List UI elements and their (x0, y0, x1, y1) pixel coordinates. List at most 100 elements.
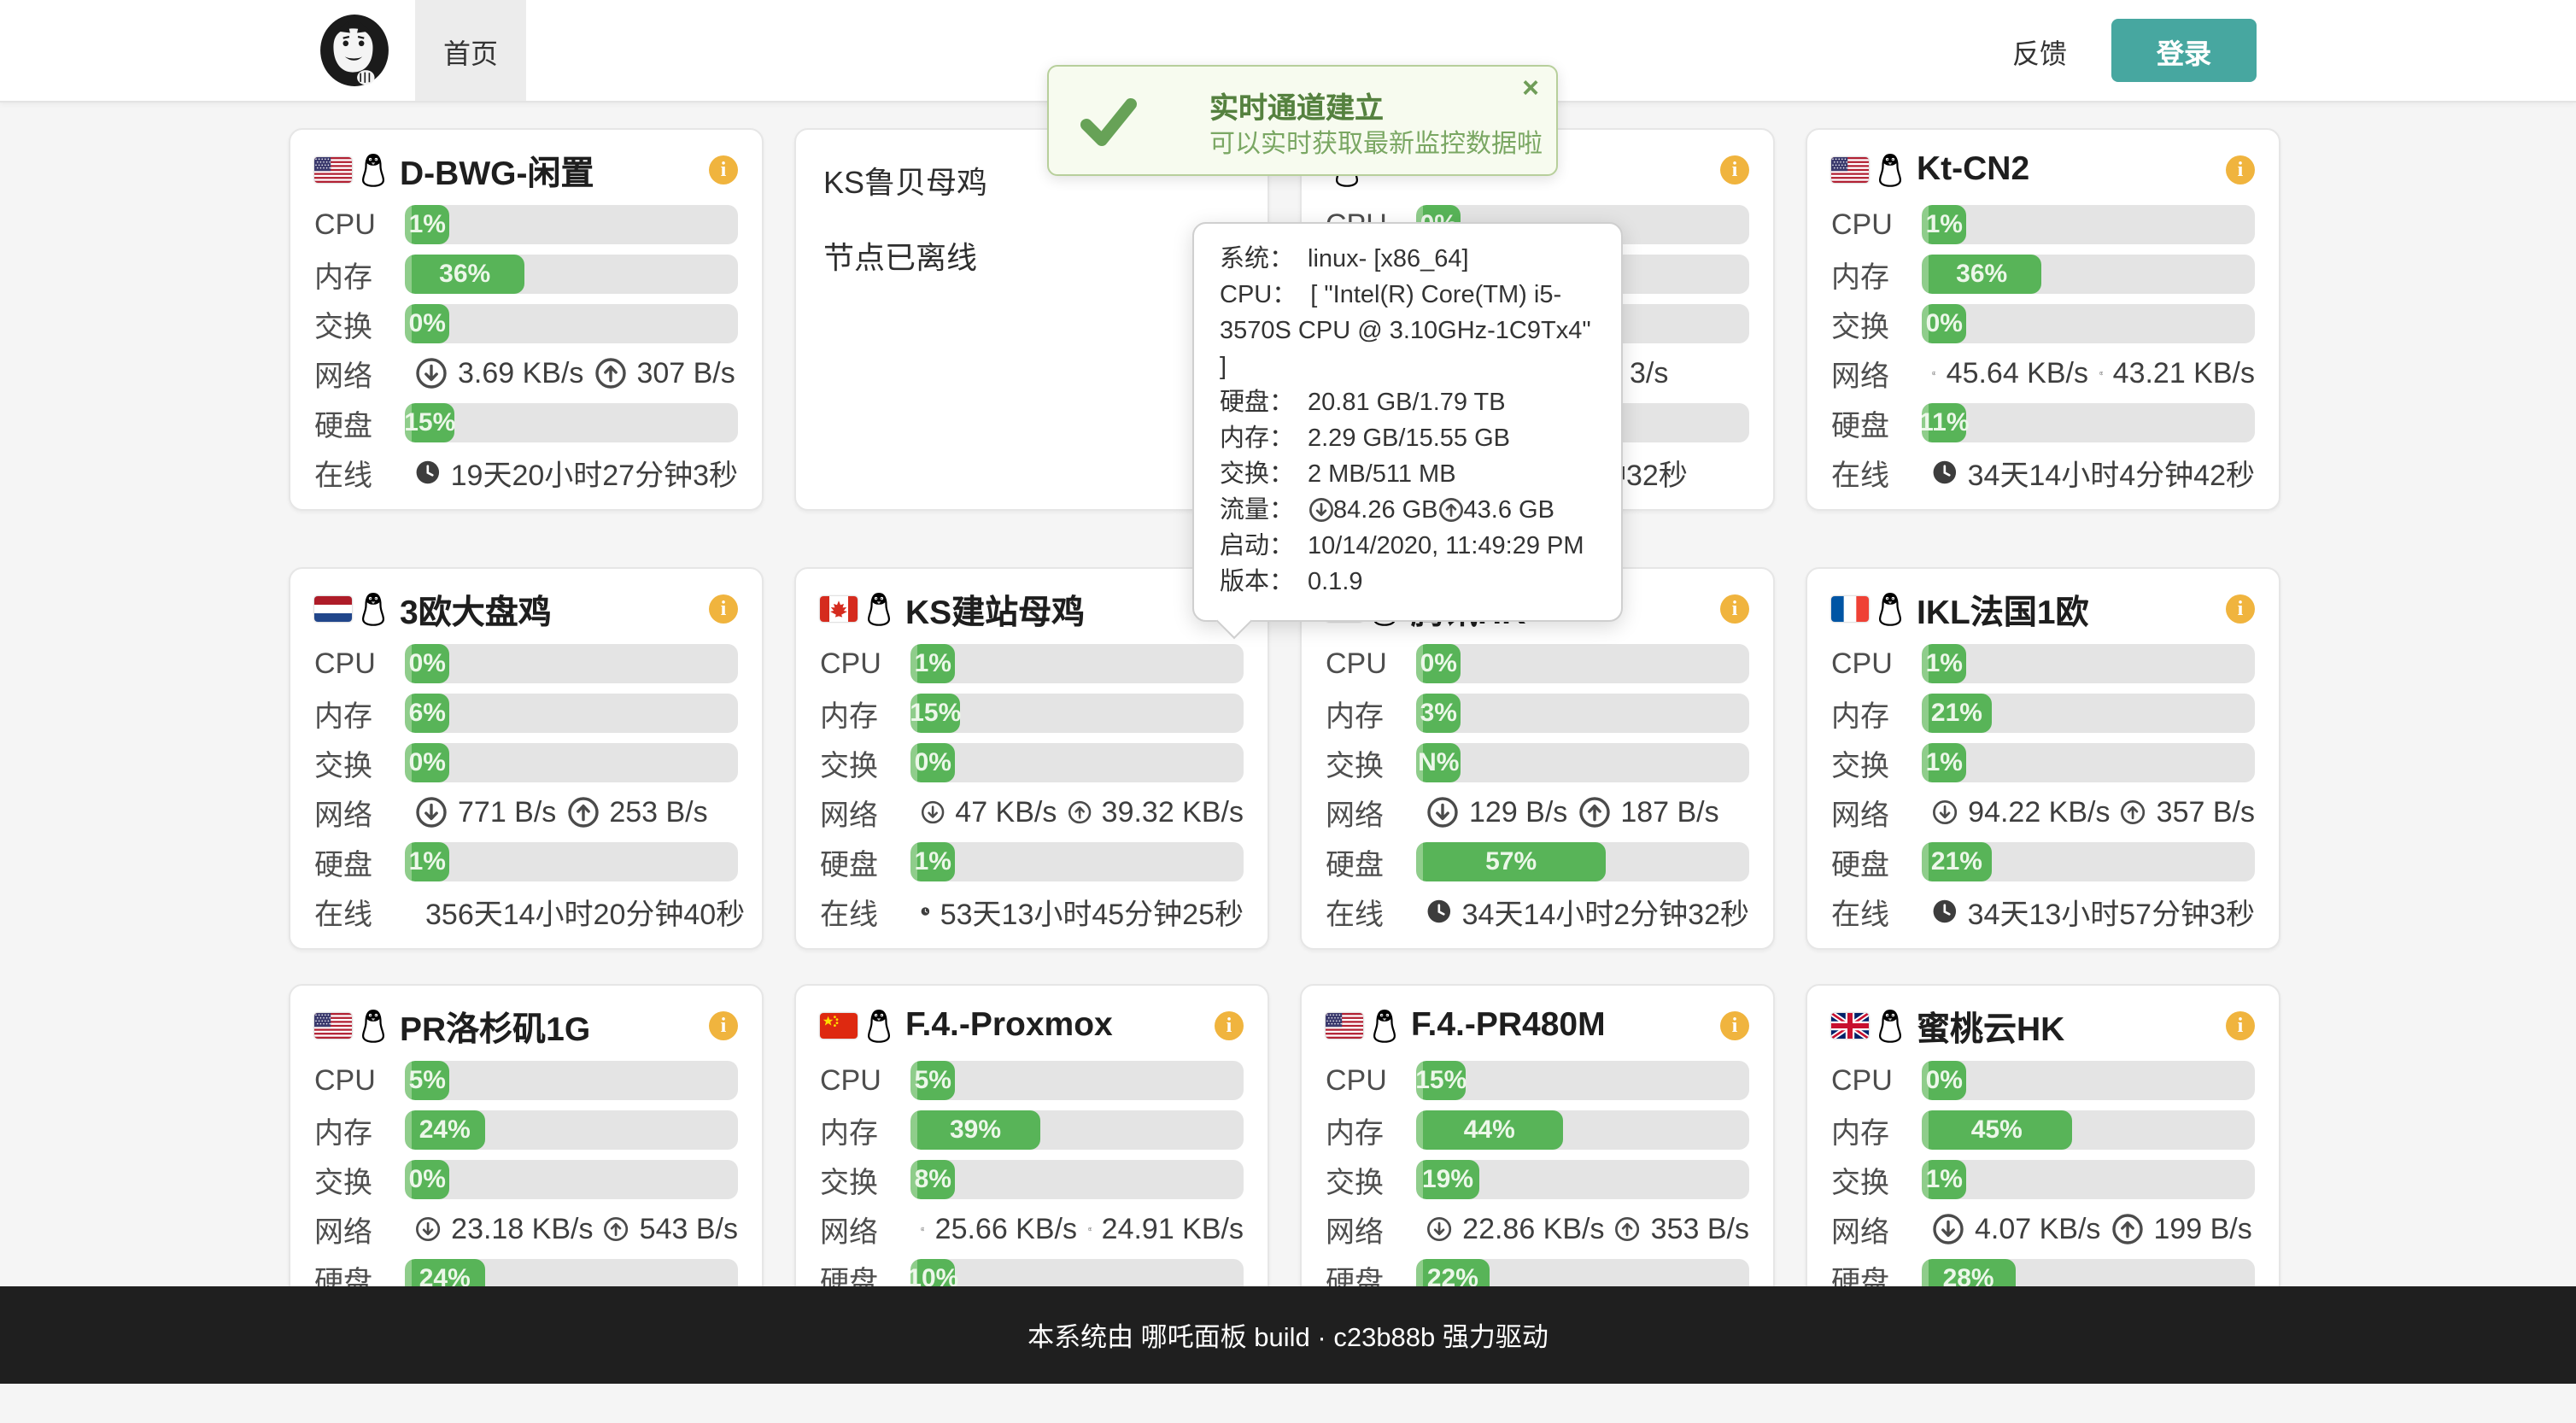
progress-fill: 21% (1922, 842, 1992, 881)
info-icon[interactable]: i (1720, 594, 1749, 623)
server-card: KS鲁贝母鸡 节点已离线 (794, 128, 1269, 511)
stat-label: CPU (314, 647, 376, 679)
stat-row-mem: 内存 45% (1831, 1110, 2255, 1150)
progress-label: 0% (1420, 649, 1457, 678)
stat-row-disk: 硬盘 57% (1326, 842, 1749, 881)
tooltip-row: 系统： linux- [x86_64] (1220, 243, 1595, 278)
flag-icon-nl (314, 595, 352, 621)
stat-label: 网络 (314, 799, 372, 832)
info-icon[interactable]: i (709, 594, 738, 623)
progress-fill: 0% (405, 743, 450, 782)
progress-fill: 39% (910, 1110, 1041, 1150)
login-button[interactable]: 登录 (2111, 19, 2257, 82)
progress-track: 1% (1922, 1160, 2255, 1199)
progress-fill: 44% (1416, 1110, 1563, 1150)
progress-fill: N% (1416, 743, 1461, 782)
footer: 本系统由 哪吒面板 build · c23b88b 强力驱动 (0, 1286, 2576, 1384)
progress-label: 15% (1416, 1066, 1467, 1095)
stat-row-cpu: CPU 0% (314, 644, 738, 683)
progress-track: 1% (910, 644, 1244, 683)
net-down-text: 45.64 KB/s (1946, 356, 2088, 389)
toast-close-icon[interactable]: × (1522, 72, 1539, 104)
info-icon[interactable]: i (1215, 1010, 1244, 1039)
stat-row-cpu: CPU 5% (314, 1061, 738, 1100)
stat-row-net: 网络 4.07 KB/s 199 B/s (1831, 1209, 2255, 1249)
stat-label: 硬盘 (1326, 849, 1384, 881)
tab-home[interactable]: 首页 (415, 0, 526, 101)
stat-label: 在线 (314, 899, 372, 931)
net-up-text: 43.21 KB/s (2112, 356, 2255, 389)
clock-icon (416, 460, 440, 484)
stat-label: 交换 (314, 750, 372, 782)
stat-row-disk: 硬盘 1% (314, 842, 738, 881)
stat-label: CPU (314, 1063, 376, 1096)
net-down-text: 25.66 KB/s (934, 1212, 1077, 1244)
stat-label: 在线 (820, 899, 878, 931)
flag-icon-ca (820, 595, 858, 621)
download-arrow-icon (1933, 1214, 1964, 1244)
progress-label: 0% (408, 649, 446, 678)
net-down-text: 771 B/s (458, 795, 557, 828)
progress-label: 36% (1956, 260, 2008, 289)
card-header: PR洛杉矶1G i (314, 1003, 738, 1048)
net-down-text: 129 B/s (1469, 795, 1568, 828)
progress-track: 19% (1416, 1160, 1749, 1199)
download-arrow-icon (1933, 799, 1958, 825)
upload-arrow-icon (1438, 498, 1463, 523)
net-down-text: 23.18 KB/s (451, 1212, 594, 1244)
stat-row-net: 网络 771 B/s 253 B/s (314, 793, 738, 832)
progress-track: 0% (405, 1160, 738, 1199)
feedback-link[interactable]: 反馈 (2012, 40, 2068, 69)
stat-row-cpu: CPU 0% (1326, 644, 1749, 683)
progress-track: 1% (1922, 743, 2255, 782)
stat-label: 在线 (1831, 460, 1889, 492)
progress-track: 0% (1416, 644, 1749, 683)
stat-row-cpu: CPU 1% (820, 644, 1244, 683)
info-icon[interactable]: i (709, 1010, 738, 1039)
tux-linux-icon (361, 592, 385, 625)
stat-row-uptime: 在线 34天14小时2分钟32秒 (1326, 892, 1749, 931)
info-icon[interactable]: i (1720, 1010, 1749, 1039)
progress-fill: 36% (1922, 255, 2042, 294)
site-logo-icon[interactable] (319, 14, 389, 87)
progress-fill: 21% (1922, 694, 1992, 733)
stat-label: 硬盘 (1831, 849, 1889, 881)
flag-icon-us (1326, 1012, 1363, 1038)
stat-row-swap: 交换 0% (314, 743, 738, 782)
net-up-text: 39.32 KB/s (1101, 795, 1244, 828)
upload-arrow-icon (1068, 800, 1091, 824)
progress-track: 1% (1922, 644, 2255, 683)
stat-label: 内存 (314, 700, 372, 733)
info-icon[interactable]: i (2226, 594, 2255, 623)
progress-label: 1% (1925, 1165, 1963, 1194)
progress-fill: 15% (1416, 1061, 1467, 1100)
download-arrow-icon (1308, 498, 1332, 523)
stat-row-swap: 交换 0% (1831, 304, 2255, 343)
info-icon[interactable]: i (2226, 155, 2255, 184)
info-icon[interactable]: i (709, 155, 738, 184)
stat-row-disk: 硬盘 11% (1831, 403, 2255, 442)
stat-label: CPU (1326, 647, 1387, 679)
stat-row-cpu: CPU 1% (1831, 205, 2255, 244)
stat-row-net: 网络 47 KB/s 39.32 KB/s (820, 793, 1244, 832)
stat-row-cpu: CPU 1% (1831, 644, 2255, 683)
download-arrow-icon (1427, 1216, 1452, 1242)
footer-text[interactable]: 本系统由 哪吒面板 build · c23b88b 强力驱动 (1027, 1323, 1549, 1352)
progress-track: 45% (1922, 1110, 2255, 1150)
progress-track: 6% (405, 694, 738, 733)
stat-label: 内存 (314, 261, 372, 294)
stat-row-mem: 内存 21% (1831, 694, 2255, 733)
toast-check-icon (1080, 98, 1137, 146)
tooltip-label: 版本： (1220, 569, 1294, 597)
stat-row-swap: 交换 0% (314, 304, 738, 343)
progress-track: 0% (1922, 304, 2255, 343)
tooltip-label: 交换： (1220, 461, 1294, 489)
progress-label: 0% (408, 1165, 446, 1194)
progress-fill: 5% (405, 1061, 450, 1100)
info-icon[interactable]: i (1720, 155, 1749, 184)
offline-status: 节点已离线 (823, 241, 977, 275)
progress-track: 3% (1416, 694, 1749, 733)
info-icon[interactable]: i (2226, 1010, 2255, 1039)
card-header: KS建站母鸡i (820, 586, 1244, 631)
server-card: D-BWG-闲置 i CPU 1% 内存 36% 交换 0% 网络 3.69 KB… (289, 128, 764, 511)
